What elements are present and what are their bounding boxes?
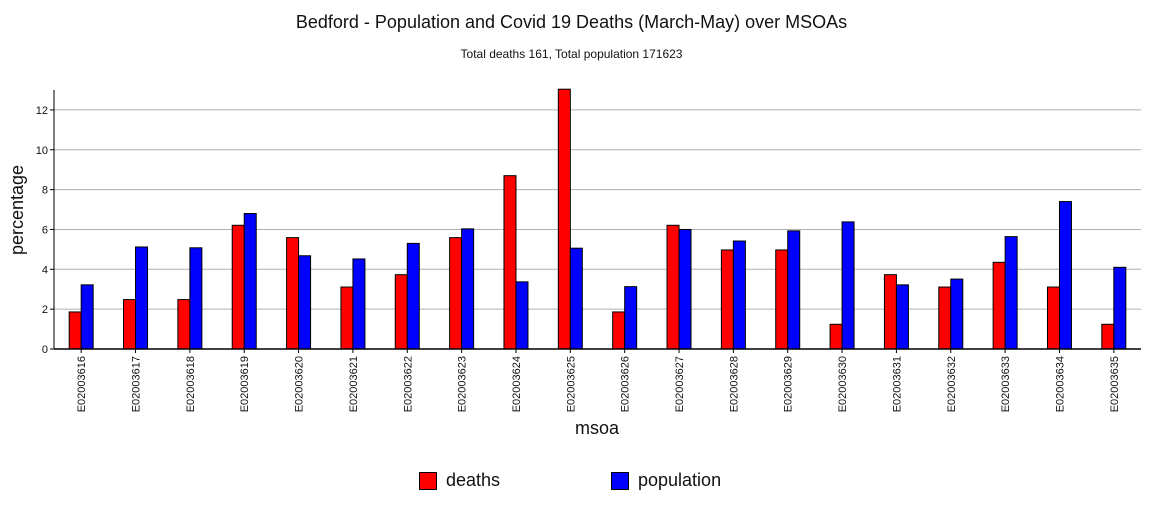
y-axis-title: percentage xyxy=(7,165,27,255)
y-tick-label: 10 xyxy=(36,145,48,157)
bar-deaths-E02003635 xyxy=(1101,323,1115,350)
legend-swatch-deaths xyxy=(419,471,437,490)
legend-label-deaths: deaths xyxy=(446,470,501,490)
legend-item-population: population xyxy=(611,470,721,491)
bar-population-E02003625 xyxy=(569,247,583,350)
y-tick-label: 6 xyxy=(42,224,48,236)
bar-deaths-E02003631 xyxy=(883,274,897,350)
bar-deaths-E02003616 xyxy=(68,311,82,350)
bar-population-E02003618 xyxy=(189,247,203,350)
bar-chart: 0 2 4 6 8 10 12 E02003616 E02003617 E02003618 E020… xyxy=(7,88,1141,438)
x-tick-label: E02003621 xyxy=(348,356,360,412)
x-tick-label: E02003622 xyxy=(402,356,414,412)
bar-population-E02003633 xyxy=(1004,236,1018,350)
bar-deaths-E02003617 xyxy=(123,299,137,350)
x-tick-label: E02003616 xyxy=(76,356,88,412)
bar-deaths-E02003620 xyxy=(286,237,300,350)
x-tick-label: E02003624 xyxy=(511,356,523,412)
x-tick-label: E02003628 xyxy=(728,356,740,412)
legend-label-population: population xyxy=(638,470,722,490)
x-tick-label: E02003619 xyxy=(239,356,251,412)
legend-swatch-population xyxy=(611,471,629,490)
x-tick-label: E02003620 xyxy=(294,356,306,412)
bar-deaths-E02003619 xyxy=(231,224,245,350)
y-tick-label: 0 xyxy=(42,344,48,356)
bar-deaths-E02003634 xyxy=(1046,286,1060,350)
chart-subtitle: Total deaths 161, Total population 17162… xyxy=(460,47,683,61)
bar-deaths-E02003627 xyxy=(666,224,680,350)
legend: deaths population xyxy=(0,470,1157,500)
bar-population-E02003630 xyxy=(841,221,855,350)
bar-population-E02003621 xyxy=(352,258,366,350)
gridlines xyxy=(54,109,1141,310)
bar-population-E02003631 xyxy=(895,284,909,350)
x-tick-label: E02003631 xyxy=(891,356,903,412)
x-tick-label: E02003635 xyxy=(1109,356,1121,412)
x-tick-label: E02003617 xyxy=(131,356,143,412)
x-tick-label: E02003630 xyxy=(837,356,849,412)
bar-population-E02003622 xyxy=(406,242,420,350)
bar-population-E02003626 xyxy=(624,286,638,350)
bar-deaths-E02003626 xyxy=(612,311,626,350)
bar-population-E02003623 xyxy=(461,228,475,350)
x-tick-label: E02003623 xyxy=(457,356,469,412)
bar-population-E02003619 xyxy=(243,213,257,350)
bar-population-E02003632 xyxy=(950,278,964,350)
bar-deaths-E02003621 xyxy=(340,286,354,350)
bar-population-E02003617 xyxy=(135,246,149,350)
bar-population-E02003634 xyxy=(1058,201,1072,350)
bar-deaths-E02003625 xyxy=(557,88,571,350)
x-axis-title: msoa xyxy=(575,418,620,438)
y-tick-label: 12 xyxy=(36,105,48,117)
bar-deaths-E02003618 xyxy=(177,299,191,350)
x-tick-label: E02003634 xyxy=(1054,356,1066,412)
x-tick-label: E02003626 xyxy=(620,356,632,412)
bar-population-E02003629 xyxy=(787,230,801,350)
y-tick-label: 8 xyxy=(42,185,48,197)
bar-deaths-E02003633 xyxy=(992,261,1006,350)
bar-population-E02003627 xyxy=(678,228,692,350)
legend-item-deaths: deaths xyxy=(419,470,500,491)
bar-deaths-E02003622 xyxy=(394,274,408,350)
bar-deaths-E02003630 xyxy=(829,323,843,350)
bar-deaths-E02003629 xyxy=(775,249,789,350)
bar-deaths-E02003624 xyxy=(503,175,517,350)
y-tick-label: 4 xyxy=(42,264,48,276)
y-tick-label: 2 xyxy=(42,304,48,316)
x-tick-label: E02003627 xyxy=(674,356,686,412)
bar-population-E02003616 xyxy=(80,284,94,350)
x-tick-label: E02003632 xyxy=(946,356,958,412)
bar-population-E02003620 xyxy=(298,255,312,350)
axes: 0 2 4 6 8 10 12 E02003616 E02003617 E02003618 E020… xyxy=(36,90,1141,412)
x-tick-label: E02003629 xyxy=(783,356,795,412)
bar-population-E02003624 xyxy=(515,281,529,350)
x-tick-label: E02003625 xyxy=(565,356,577,412)
bar-deaths-E02003632 xyxy=(938,286,952,350)
x-tick-label: E02003633 xyxy=(1000,356,1012,412)
bar-population-E02003628 xyxy=(732,240,746,350)
bar-deaths-E02003623 xyxy=(449,237,463,350)
bar-population-E02003635 xyxy=(1113,266,1127,350)
chart-title: Bedford - Population and Covid 19 Deaths… xyxy=(295,12,848,32)
bars xyxy=(68,88,1127,350)
bar-deaths-E02003628 xyxy=(720,249,734,350)
x-tick-label: E02003618 xyxy=(185,356,197,412)
